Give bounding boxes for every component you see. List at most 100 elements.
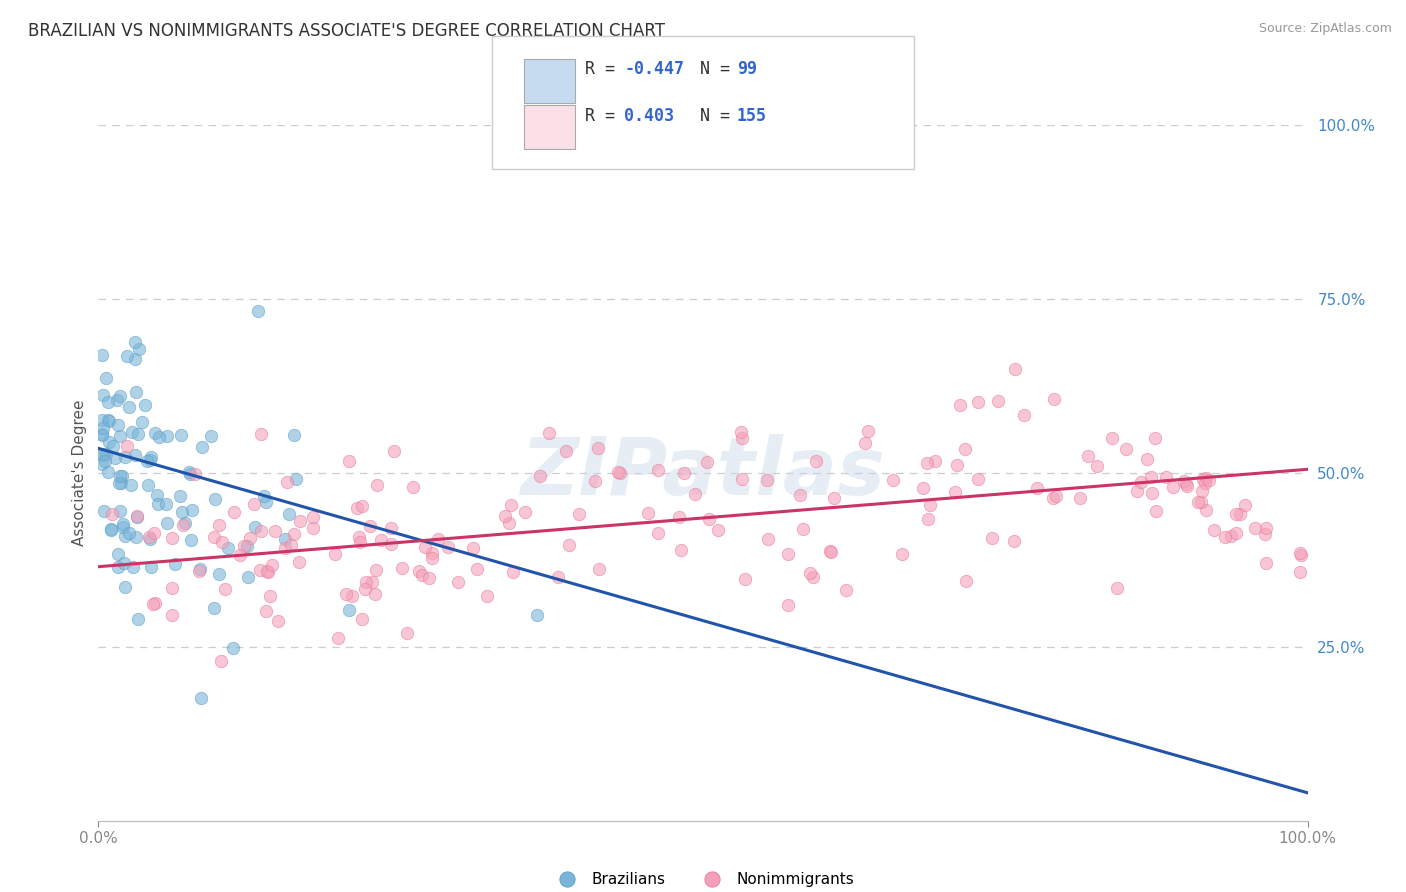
Point <box>1289 566 1312 580</box>
Point <box>359 518 381 533</box>
Point <box>124 334 146 349</box>
Point <box>155 497 177 511</box>
Point <box>1144 504 1167 518</box>
Point <box>91 427 114 442</box>
Point <box>283 527 305 541</box>
Point <box>1042 392 1064 406</box>
Point <box>107 547 129 561</box>
Point <box>955 574 977 588</box>
Point <box>1219 528 1241 542</box>
Point <box>461 541 484 556</box>
Point <box>114 529 136 543</box>
Text: R =: R = <box>585 60 624 78</box>
Point <box>162 581 184 595</box>
Point <box>127 427 149 442</box>
Point <box>776 599 799 613</box>
Point <box>967 395 990 409</box>
Point <box>110 503 132 517</box>
Point <box>91 387 114 401</box>
Point <box>339 603 361 617</box>
Point <box>835 582 858 597</box>
Point <box>254 495 277 509</box>
Point <box>370 533 392 547</box>
Point <box>1288 546 1310 560</box>
Point <box>94 447 117 461</box>
Point <box>668 510 690 524</box>
Point <box>146 488 169 502</box>
Point <box>97 395 120 409</box>
Point <box>256 564 278 578</box>
Point <box>274 533 297 547</box>
Point <box>253 489 276 503</box>
Point <box>288 555 311 569</box>
Point <box>208 566 231 581</box>
Point <box>465 561 488 575</box>
Point <box>107 475 129 490</box>
Point <box>1225 526 1247 541</box>
Point <box>1191 483 1213 498</box>
Point <box>804 454 827 468</box>
Point <box>115 439 138 453</box>
Point <box>558 538 581 552</box>
Point <box>122 560 145 574</box>
Point <box>707 523 730 537</box>
Point <box>301 521 323 535</box>
Point <box>139 450 162 464</box>
Point <box>418 571 440 585</box>
Point <box>249 563 271 577</box>
Point <box>104 451 127 466</box>
Point <box>246 303 269 318</box>
Point <box>529 469 551 483</box>
Point <box>190 440 212 454</box>
Point <box>156 428 179 442</box>
Point <box>987 393 1010 408</box>
Point <box>697 512 720 526</box>
Point <box>179 465 201 479</box>
Point <box>413 540 436 554</box>
Point <box>853 435 876 450</box>
Text: N =: N = <box>700 60 740 78</box>
Point <box>120 478 142 492</box>
Point <box>128 342 150 356</box>
Point <box>1254 526 1277 541</box>
Point <box>233 539 256 553</box>
Point <box>1136 452 1159 467</box>
Point <box>1115 442 1137 456</box>
Point <box>108 389 131 403</box>
Point <box>143 526 166 541</box>
Point <box>402 480 425 494</box>
Point <box>731 472 754 486</box>
Point <box>502 565 524 579</box>
Point <box>98 414 121 428</box>
Point <box>260 558 283 573</box>
Point <box>243 497 266 511</box>
Point <box>112 520 135 534</box>
Point <box>190 690 212 705</box>
Point <box>494 508 516 523</box>
Point <box>217 541 239 555</box>
Point <box>97 435 120 450</box>
Point <box>136 478 159 492</box>
Point <box>730 425 752 440</box>
Point <box>335 587 357 601</box>
Point <box>475 590 498 604</box>
Point <box>121 425 143 439</box>
Point <box>1244 520 1267 534</box>
Point <box>696 455 718 469</box>
Point <box>229 548 252 562</box>
Text: ZIPatlas: ZIPatlas <box>520 434 886 512</box>
Point <box>420 550 443 565</box>
Point <box>382 444 405 458</box>
Point <box>1004 362 1026 376</box>
Point <box>420 546 443 560</box>
Point <box>188 562 211 576</box>
Point <box>179 467 201 481</box>
Point <box>1189 494 1212 508</box>
Point <box>127 509 149 524</box>
Point <box>1289 548 1312 562</box>
Point <box>1195 502 1218 516</box>
Point <box>980 531 1002 545</box>
Point <box>278 507 301 521</box>
Point <box>174 516 197 530</box>
Point <box>607 465 630 479</box>
